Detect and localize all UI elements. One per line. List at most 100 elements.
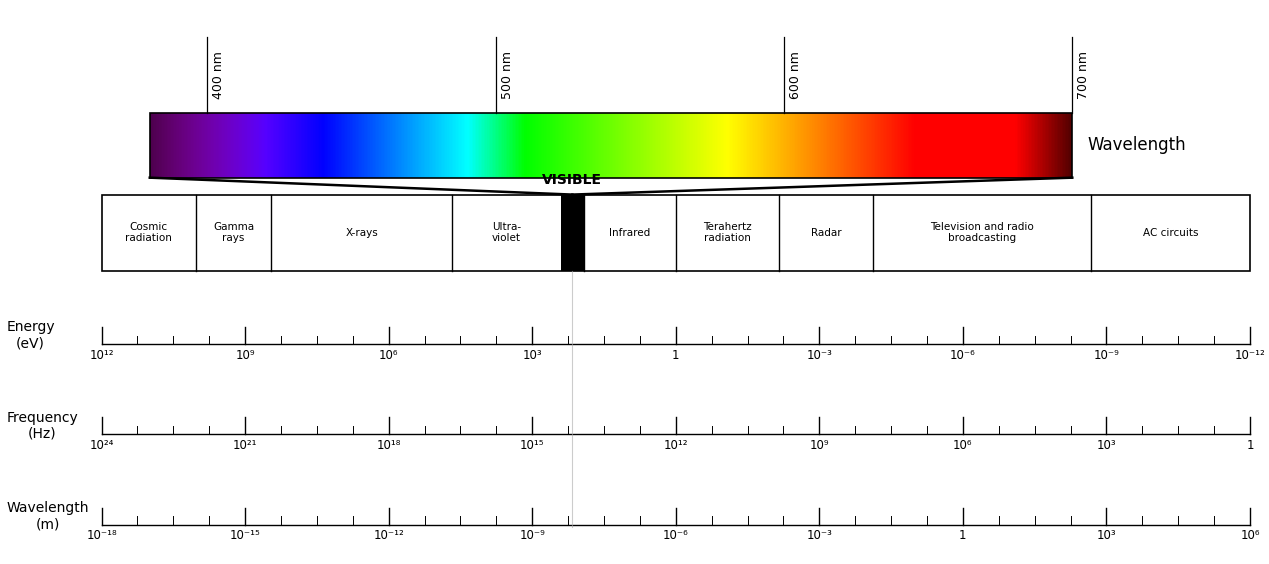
Bar xyxy=(690,113,692,178)
Bar xyxy=(393,113,395,178)
Bar xyxy=(718,113,720,178)
Bar xyxy=(787,113,789,178)
Bar xyxy=(966,113,967,178)
Bar xyxy=(433,113,435,178)
Bar xyxy=(950,113,952,178)
Bar xyxy=(1046,113,1048,178)
Bar xyxy=(374,113,376,178)
Bar xyxy=(419,113,421,178)
Bar xyxy=(807,113,808,178)
Bar xyxy=(742,113,744,178)
Bar xyxy=(844,113,846,178)
Bar xyxy=(246,113,249,178)
Bar xyxy=(256,113,258,178)
Bar xyxy=(331,113,332,178)
Bar xyxy=(503,113,504,178)
Bar xyxy=(791,113,792,178)
Bar xyxy=(561,113,562,178)
Bar xyxy=(552,113,553,178)
Bar xyxy=(207,113,208,178)
Bar xyxy=(923,113,924,178)
Bar xyxy=(692,113,693,178)
Bar xyxy=(805,113,806,178)
Bar xyxy=(720,113,721,178)
Bar xyxy=(1034,113,1036,178)
Bar xyxy=(641,113,642,178)
Bar xyxy=(202,113,203,178)
Bar xyxy=(843,113,844,178)
Bar xyxy=(613,113,615,178)
Text: 10⁹: 10⁹ xyxy=(235,349,255,362)
Bar xyxy=(1038,113,1041,178)
Bar xyxy=(727,113,728,178)
Bar xyxy=(425,113,426,178)
Bar xyxy=(703,113,704,178)
Bar xyxy=(495,113,496,178)
Bar xyxy=(928,113,929,178)
Bar xyxy=(721,113,722,178)
Bar xyxy=(980,113,981,178)
Bar xyxy=(266,113,268,178)
Bar xyxy=(863,113,864,178)
Bar xyxy=(476,113,478,178)
Bar xyxy=(508,113,509,178)
Text: Wavelength: Wavelength xyxy=(1088,136,1187,154)
Bar xyxy=(349,113,350,178)
Bar xyxy=(849,113,850,178)
Bar xyxy=(801,113,803,178)
Bar xyxy=(371,113,372,178)
Bar xyxy=(698,113,699,178)
Bar xyxy=(500,113,501,178)
Text: 10¹⁸: 10¹⁸ xyxy=(377,439,401,452)
Bar xyxy=(1044,113,1046,178)
Bar xyxy=(1016,113,1019,178)
Bar xyxy=(293,113,294,178)
Bar xyxy=(645,113,646,178)
Bar xyxy=(638,113,640,178)
Bar xyxy=(198,113,199,178)
Bar xyxy=(461,113,462,178)
Bar xyxy=(753,113,754,178)
Bar xyxy=(1063,113,1065,178)
Bar xyxy=(335,113,336,178)
Bar xyxy=(524,113,525,178)
Bar xyxy=(972,113,973,178)
Text: 10⁻¹⁸: 10⁻¹⁸ xyxy=(86,529,117,542)
Bar xyxy=(1060,113,1062,178)
Bar xyxy=(596,113,598,178)
Bar xyxy=(373,113,374,178)
Bar xyxy=(160,113,162,178)
Bar xyxy=(949,113,950,178)
Bar xyxy=(632,113,633,178)
Bar xyxy=(857,113,858,178)
Bar xyxy=(566,113,567,178)
Bar xyxy=(1006,113,1008,178)
Bar xyxy=(602,113,603,178)
Bar xyxy=(855,113,857,178)
Bar xyxy=(255,113,256,178)
Bar xyxy=(188,113,190,178)
Bar xyxy=(1057,113,1058,178)
Bar xyxy=(548,113,551,178)
Bar xyxy=(274,113,277,178)
Bar xyxy=(895,113,897,178)
Bar xyxy=(259,113,260,178)
Bar xyxy=(195,113,198,178)
Text: Terahertz
radiation: Terahertz radiation xyxy=(703,222,751,244)
Bar xyxy=(453,113,454,178)
Bar xyxy=(287,113,288,178)
Bar xyxy=(402,113,404,178)
Bar xyxy=(605,113,607,178)
Bar xyxy=(765,113,768,178)
Bar xyxy=(214,113,216,178)
Bar xyxy=(338,113,339,178)
Bar xyxy=(525,113,527,178)
Bar xyxy=(647,113,648,178)
Text: Frequency
(Hz): Frequency (Hz) xyxy=(6,411,79,441)
Bar xyxy=(797,113,798,178)
Bar xyxy=(1056,113,1057,178)
Bar xyxy=(834,113,835,178)
Bar xyxy=(582,113,584,178)
Bar xyxy=(577,113,580,178)
Bar xyxy=(330,113,331,178)
